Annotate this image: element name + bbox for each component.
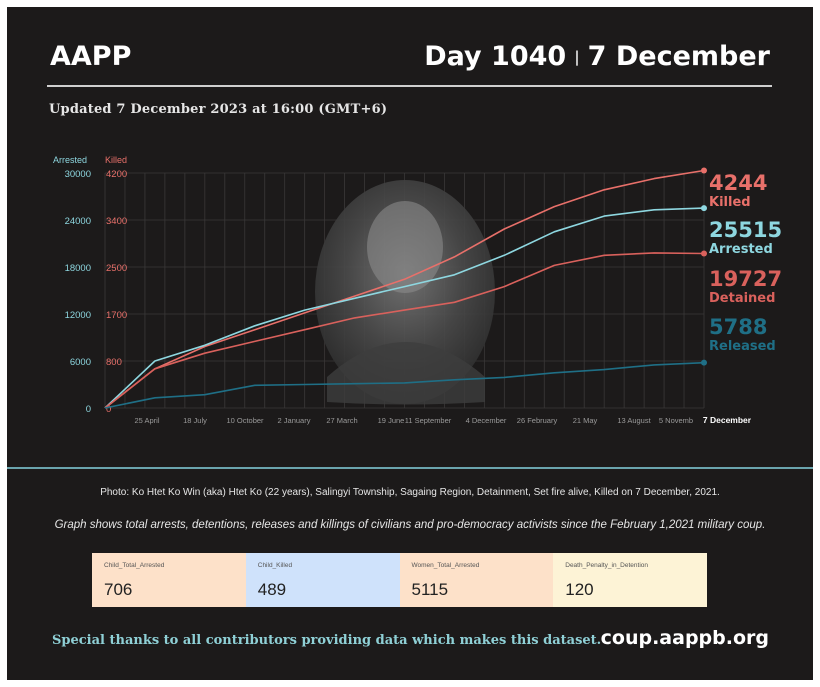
y-left-tick-label: 24000 [65, 216, 91, 227]
end-labels: 4244 Killed 25515 Arrested 19727 Detaine… [709, 171, 782, 354]
x-tick-label: 21 May [573, 416, 598, 425]
y-left-tick-label: 6000 [70, 357, 91, 368]
infographic-frame: AAPP Day 1040 | 7 December Updated 7 Dec… [7, 7, 813, 680]
stat-card: Child_Total_Arrested 706 [92, 553, 246, 607]
y-left-tick-label: 12000 [65, 310, 91, 321]
stat-value: 5115 [411, 580, 449, 599]
section-divider [7, 467, 813, 469]
stat-label: Women_Total_Arrested [411, 562, 480, 569]
released-end-value: 5788 [709, 315, 767, 339]
chart-axes: Arrested Killed 30000 24000 18000 12000 6000 0 4… [53, 155, 752, 425]
stat-card: Child_Killed 489 [245, 553, 400, 607]
stat-card: Women_Total_Arrested 5115 [399, 553, 554, 607]
graph-description: Graph shows total arrests, detentions, r… [54, 519, 766, 531]
series-line-killed [104, 169, 705, 409]
x-tick-label: 26 February [517, 416, 558, 425]
y-left-tick-label: 0 [86, 404, 91, 415]
stat-value: 120 [565, 580, 594, 599]
detained-end-value: 19727 [709, 267, 782, 291]
x-tick-label: 5 Novemb [659, 416, 693, 425]
header-divider [47, 85, 772, 87]
photo-caption: Photo: Ko Htet Ko Win (aka) Htet Ko (22 … [100, 487, 720, 498]
series-line-released [104, 361, 705, 409]
killed-end-name: Killed [709, 195, 751, 210]
y-right-tick-label: 0 [106, 404, 111, 415]
series-line-detained [104, 252, 705, 409]
x-tick-label: 13 August [617, 416, 651, 425]
stat-value: 706 [104, 580, 133, 599]
site-url[interactable]: coup.aappb.org [600, 627, 769, 649]
brand-title: AAPP [50, 41, 132, 72]
series-end-point-detained [701, 250, 707, 257]
y-right-tick-label: 800 [106, 357, 122, 368]
x-tick-label: 25 April [134, 416, 159, 425]
x-tick-label: 27 March [326, 416, 357, 425]
y-left-tick-label: 30000 [65, 169, 91, 180]
stats-strip: Child_Total_Arrested 706 Child_Killed 48… [92, 553, 707, 607]
y-right-tick-label: 3400 [106, 216, 127, 227]
day-number: Day 1040 [424, 41, 567, 72]
y-left-tick-label: 18000 [65, 263, 91, 274]
killed-end-value: 4244 [709, 171, 767, 195]
y-right-axis-label: Killed [105, 155, 127, 165]
series-line-arrested [104, 207, 705, 409]
series-end-point-killed [701, 167, 707, 174]
day-date: 7 December [587, 41, 770, 72]
y-right-tick-label: 4200 [106, 169, 127, 180]
stat-value: 489 [257, 580, 287, 599]
series-end-point-arrested [701, 205, 707, 212]
x-tick-label: 18 July [183, 416, 207, 425]
day-separator: | [574, 47, 580, 66]
stat-label: Child_Killed [257, 562, 293, 569]
x-tick-label: 11 September [405, 416, 452, 425]
victim-photo [315, 180, 495, 405]
cumulative-line-chart: Arrested Killed 30000 24000 18000 12000 6000 0 4… [53, 155, 782, 425]
y-left-axis-label: Arrested [53, 155, 87, 165]
day-counter: Day 1040 | 7 December [424, 41, 770, 72]
stat-label: Child_Total_Arrested [104, 562, 165, 569]
y-right-tick-label: 1700 [106, 310, 127, 321]
stat-label: Death_Penalty_in_Detention [565, 562, 649, 569]
x-tick-label: 10 October [226, 416, 264, 425]
arrested-end-value: 25515 [709, 218, 782, 242]
thanks-note: Special thanks to all contributors provi… [52, 633, 602, 648]
x-tick-label: 19 June [378, 416, 405, 425]
detained-end-name: Detained [709, 291, 775, 306]
x-tick-label: 2 January [278, 416, 311, 425]
chart-series [104, 167, 707, 409]
stat-card: Death_Penalty_in_Detention 120 [553, 553, 707, 607]
released-end-name: Released [709, 339, 776, 354]
x-tick-label: 7 December [703, 415, 752, 425]
arrested-end-name: Arrested [709, 242, 773, 257]
y-right-tick-label: 2500 [106, 263, 127, 274]
series-end-point-released [701, 359, 707, 366]
updated-timestamp: Updated 7 December 2023 at 16:00 (GMT+6) [49, 102, 388, 117]
x-tick-label: 4 December [466, 416, 507, 425]
